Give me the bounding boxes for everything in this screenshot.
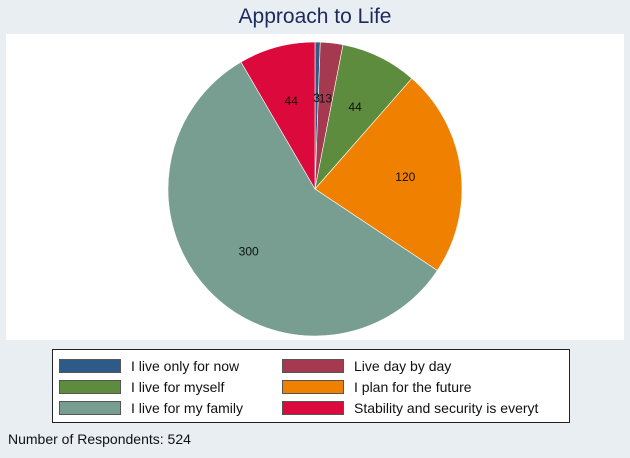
pie-chart: 313 44 120 300 44 — [167, 41, 463, 337]
legend-swatch — [59, 380, 121, 394]
legend-swatch — [282, 359, 344, 373]
pie-slice — [167, 61, 438, 337]
plot-area: 3 13 44 120 300 44 — [6, 34, 624, 340]
legend-label: I live only for now — [131, 358, 240, 374]
legend-item: I plan for the future — [282, 376, 472, 398]
pie-slice — [240, 41, 316, 191]
legend-label: Live day by day — [354, 358, 452, 374]
legend-label: Stability and security is everyt — [354, 400, 539, 416]
legend-item: I live only for now — [59, 355, 239, 377]
slice-value-label: 3 — [313, 91, 320, 105]
slice-value-label: 44 — [348, 100, 362, 114]
legend: I live only for now Live day by day I li… — [52, 349, 570, 423]
legend-label: I live for myself — [131, 379, 225, 395]
legend-label: I plan for the future — [354, 379, 472, 395]
respondents-note: Number of Respondents: 524 — [8, 431, 191, 447]
slice-value-label: 300 — [239, 245, 259, 259]
legend-swatch — [59, 401, 121, 415]
legend-swatch — [282, 380, 344, 394]
legend-swatch — [282, 401, 344, 415]
legend-swatch — [59, 359, 121, 373]
legend-label: I live for my family — [131, 400, 244, 416]
slice-value-label: 44 — [285, 94, 299, 108]
slice-value-label: 120 — [395, 170, 415, 184]
chart-title: Approach to Life — [238, 5, 392, 28]
legend-item: I live for my family — [59, 397, 243, 419]
legend-item: I live for myself — [59, 376, 224, 398]
legend-item: Stability and security is everyt — [282, 397, 538, 419]
pie-slice — [314, 78, 463, 271]
legend-item: Live day by day — [282, 355, 451, 377]
slice-value-label: 13 — [319, 92, 333, 106]
